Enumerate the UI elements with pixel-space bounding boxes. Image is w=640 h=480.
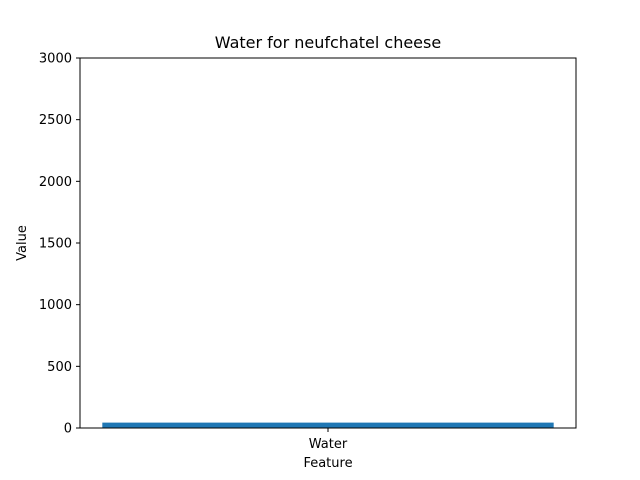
- x-axis-label: Feature: [303, 456, 352, 471]
- y-tick-label: 1000: [39, 298, 72, 313]
- x-tick-label: Water: [309, 437, 348, 452]
- y-tick-label: 500: [47, 360, 72, 375]
- y-tick-label: 3000: [39, 52, 72, 67]
- y-axis-label: Value: [15, 225, 30, 261]
- plot-frame: [79, 57, 577, 429]
- y-tick-label: 2000: [39, 175, 72, 190]
- y-axis-ticks: 0 500 1000 1500 2000 2500 3000: [39, 52, 80, 437]
- x-axis-ticks: Water: [309, 428, 348, 452]
- y-tick-label: 1500: [39, 237, 72, 252]
- y-tick-label: 2500: [39, 113, 72, 128]
- bars: [102, 422, 554, 428]
- chart-title: Water for neufchatel cheese: [215, 33, 441, 52]
- y-tick-label: 0: [64, 422, 72, 437]
- bar-water: [102, 422, 554, 428]
